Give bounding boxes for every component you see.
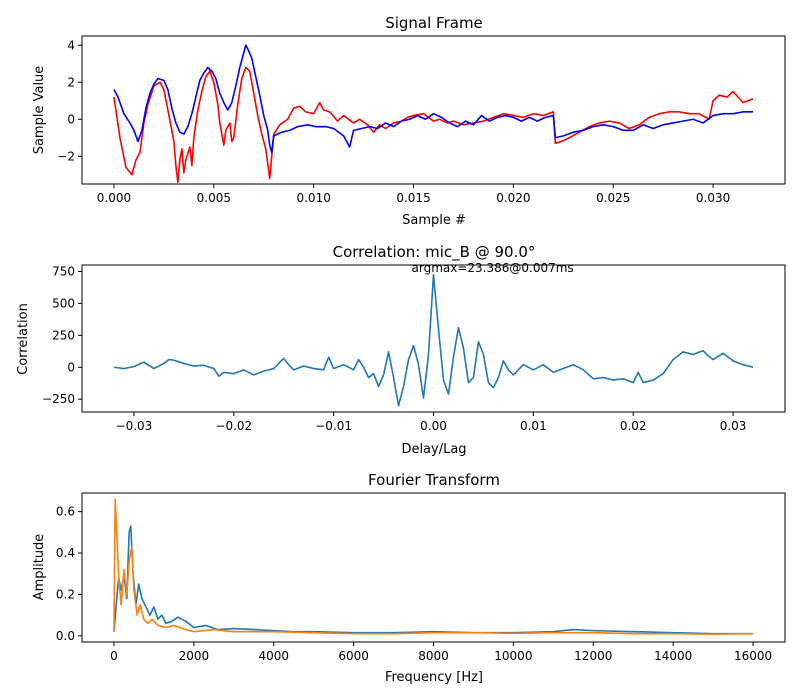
panel-fourier-transform: Fourier Transform 0 2000 4000 6000 8000 10000… [32,471,786,685]
x-tick-label: 0.025 [596,191,630,205]
plot-frame [81,492,786,643]
y-axis-ticks: 0.0 0.2 0.4 0.6 [56,505,82,643]
y-axis-label: Sample Value [32,66,47,155]
x-tick-label: 8000 [418,649,449,663]
x-tick-label: 10000 [494,649,532,663]
x-tick-label: 0.005 [197,191,231,205]
plot-area [113,498,754,635]
x-tick-label: 0 [110,649,118,663]
y-tick-label: −2 [57,149,75,163]
chart-title: Fourier Transform [368,471,500,489]
y-tick-label: 500 [52,296,75,310]
y-tick-label: 750 [52,264,75,278]
x-tick-label: 0.020 [496,191,530,205]
x-axis-ticks: 0 2000 4000 6000 8000 10000 12000 14000 16000 [110,642,772,663]
x-tick-label: 0.010 [296,191,330,205]
x-tick-label: 14000 [654,649,692,663]
plot-frame [81,35,786,185]
x-tick-label: 0.02 [620,419,647,433]
y-tick-label: 0.0 [56,629,75,643]
chart-title: Signal Frame [385,14,483,32]
argmax-annotation: argmax=23.386@0.007ms [412,261,574,275]
y-axis-ticks: −2 0 2 4 [57,38,82,163]
x-tick-label: 0.015 [396,191,430,205]
y-tick-label: 0 [67,360,75,374]
x-tick-label: 16000 [734,649,772,663]
y-tick-label: 250 [52,328,75,342]
x-tick-label: 0.00 [420,419,447,433]
y-tick-label: 0.6 [56,505,75,519]
x-tick-label: 4000 [258,649,289,663]
x-axis-label: Frequency [Hz] [385,670,483,685]
series-line-1 [113,274,754,407]
x-tick-label: 12000 [574,649,612,663]
x-tick-label: 2000 [179,649,210,663]
series-line-1 [113,525,754,635]
y-tick-label: 0.2 [56,587,75,601]
y-tick-label: −250 [42,392,75,406]
x-tick-label: 6000 [338,649,369,663]
x-axis-ticks: −0.03 −0.02 −0.01 0.00 0.01 0.02 0.03 [116,412,747,433]
x-tick-label: 0.030 [696,191,730,205]
y-tick-label: 0 [67,112,75,126]
x-axis-label: Sample # [402,213,466,228]
panel-correlation: Correlation: mic_B @ 90.0° −0.03 −0.02 −0.… [16,243,786,457]
y-axis-label: Amplitude [32,534,47,601]
x-tick-label: 0.03 [720,419,747,433]
series-line-2 [113,498,754,635]
series-line-2 [113,44,754,154]
x-tick-label: 0.000 [97,191,131,205]
series-line-1 [113,66,754,183]
y-axis-label: Correlation [16,303,31,375]
plot-area [113,274,754,407]
panel-signal-frame: Signal Frame 0.000 0.005 0.010 0.015 0.020 0.… [32,14,786,228]
x-axis-label: Delay/Lag [401,442,466,457]
y-tick-label: 2 [67,75,75,89]
plot-area [113,44,754,183]
x-tick-label: 0.01 [520,419,547,433]
y-tick-label: 4 [67,38,75,52]
x-tick-label: −0.02 [215,419,252,433]
y-tick-label: 0.4 [56,546,75,560]
x-axis-ticks: 0.000 0.005 0.010 0.015 0.020 0.025 0.030 [97,184,730,205]
y-axis-ticks: −250 0 250 500 750 [42,264,82,406]
chart-title: Correlation: mic_B @ 90.0° [333,243,536,262]
x-tick-label: −0.01 [315,419,352,433]
x-tick-label: −0.03 [116,419,153,433]
